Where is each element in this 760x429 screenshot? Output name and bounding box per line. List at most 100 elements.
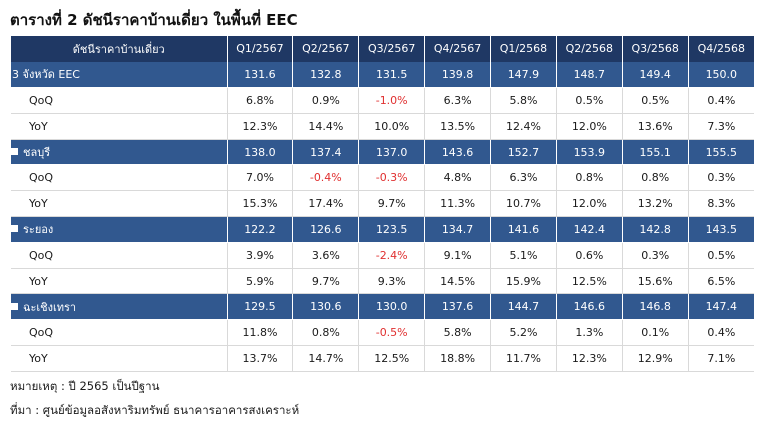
qoq-value: 0.9%	[292, 87, 360, 114]
region-name: ชลบุรี	[23, 146, 51, 160]
yoy-value: 10.7%	[490, 190, 557, 218]
yoy-value: 14.7%	[292, 345, 360, 372]
region-label: 3 จังหวัด EEC	[11, 61, 228, 89]
yoy-row: YoY 5.9% 9.7% 9.3% 14.5% 15.9% 12.5% 15.6% 6.5%	[11, 268, 754, 295]
column-header: Q3/2568	[622, 36, 689, 62]
index-value: 146.6	[556, 293, 623, 321]
index-value: 130.0	[358, 293, 426, 321]
qoq-value: 5.1%	[490, 242, 557, 269]
yoy-value: 10.0%	[358, 113, 426, 140]
index-value: 150.0	[688, 61, 754, 89]
yoy-label: YoY	[11, 268, 228, 295]
column-header: Q3/2567	[358, 36, 426, 62]
index-value: 147.9	[490, 61, 557, 89]
index-value: 144.7	[490, 293, 557, 321]
yoy-value: 13.2%	[622, 190, 689, 218]
qoq-row: QoQ 6.8% 0.9% -1.0% 6.3% 5.8% 0.5% 0.5% 0.4%	[11, 87, 754, 114]
column-header: Q1/2568	[490, 36, 557, 62]
region-label: ระยอง	[11, 216, 228, 243]
yoy-row: YoY 13.7% 14.7% 12.5% 18.8% 11.7% 12.3% 12.9% 7.…	[11, 345, 754, 372]
index-value: 129.5	[227, 293, 294, 321]
index-value: 141.6	[490, 216, 557, 243]
index-value: 130.6	[292, 293, 360, 321]
yoy-value: 12.3%	[227, 113, 294, 140]
yoy-value: 13.6%	[622, 113, 689, 140]
yoy-value: 11.3%	[424, 190, 491, 218]
column-header: Q1/2567	[227, 36, 294, 62]
qoq-value: 0.5%	[622, 87, 689, 114]
qoq-value: 0.5%	[556, 87, 623, 114]
index-value: 146.8	[622, 293, 689, 321]
index-value: 137.6	[424, 293, 491, 321]
index-value: 155.1	[622, 139, 689, 166]
header-label: ดัชนีราคาบ้านเดี่ยว	[11, 36, 228, 62]
qoq-value: -1.0%	[358, 87, 426, 114]
qoq-label: QoQ	[11, 319, 228, 347]
qoq-value: 11.8%	[227, 319, 294, 347]
qoq-value: 4.8%	[424, 164, 491, 192]
index-value: 134.7	[424, 216, 491, 243]
index-value: 123.5	[358, 216, 426, 243]
qoq-value: 7.0%	[227, 164, 294, 192]
yoy-label: YoY	[11, 345, 228, 372]
yoy-value: 15.9%	[490, 268, 557, 295]
qoq-value: -0.5%	[358, 319, 426, 347]
yoy-row: YoY 15.3% 17.4% 9.7% 11.3% 10.7% 12.0% 13.2% 8.3…	[11, 190, 754, 218]
region-label: ชลบุรี	[11, 139, 228, 166]
index-value: 131.5	[358, 61, 426, 89]
region-name: ระยอง	[23, 223, 54, 237]
qoq-value: 0.3%	[688, 164, 754, 192]
qoq-value: 9.1%	[424, 242, 491, 269]
yoy-value: 15.6%	[622, 268, 689, 295]
yoy-label: YoY	[11, 113, 228, 140]
index-value: 139.8	[424, 61, 491, 89]
index-value: 132.8	[292, 61, 360, 89]
qoq-value: 5.8%	[424, 319, 491, 347]
qoq-value: 1.3%	[556, 319, 623, 347]
yoy-row: YoY 12.3% 14.4% 10.0% 13.5% 12.4% 12.0% 13.6% 7.…	[11, 113, 754, 140]
index-value: 153.9	[556, 139, 623, 166]
yoy-value: 12.0%	[556, 113, 623, 140]
square-bullet-icon	[11, 225, 18, 233]
index-value: 148.7	[556, 61, 623, 89]
qoq-value: 0.4%	[688, 319, 754, 347]
region-row: ระยอง 122.2 126.6 123.5 134.7 141.6 142.4 142.8…	[11, 216, 754, 243]
price-index-table: ดัชนีราคาบ้านเดี่ยว Q1/2567 Q2/2567 Q3/2…	[11, 36, 754, 372]
index-value: 147.4	[688, 293, 754, 321]
yoy-value: 12.5%	[358, 345, 426, 372]
qoq-row: QoQ 7.0% -0.4% -0.3% 4.8% 6.3% 0.8% 0.8% 0.3%	[11, 164, 754, 192]
qoq-value: 0.1%	[622, 319, 689, 347]
column-header: Q2/2567	[292, 36, 360, 62]
qoq-label: QoQ	[11, 242, 228, 269]
qoq-label: QoQ	[11, 164, 228, 192]
qoq-value: 0.5%	[688, 242, 754, 269]
qoq-row: QoQ 3.9% 3.6% -2.4% 9.1% 5.1% 0.6% 0.3% 0.5%	[11, 242, 754, 269]
region-row: 3 จังหวัด EEC 131.6 132.8 131.5 139.8 147.9 14…	[11, 61, 754, 89]
column-header: Q4/2568	[688, 36, 754, 62]
qoq-label: QoQ	[11, 87, 228, 114]
yoy-value: 14.4%	[292, 113, 360, 140]
yoy-value: 12.4%	[490, 113, 557, 140]
yoy-value: 7.1%	[688, 345, 754, 372]
yoy-value: 9.7%	[292, 268, 360, 295]
index-value: 137.4	[292, 139, 360, 166]
index-value: 142.8	[622, 216, 689, 243]
index-value: 152.7	[490, 139, 557, 166]
column-header: Q2/2568	[556, 36, 623, 62]
index-value: 142.4	[556, 216, 623, 243]
qoq-value: 6.3%	[424, 87, 491, 114]
yoy-value: 12.3%	[556, 345, 623, 372]
square-bullet-icon	[11, 302, 18, 310]
yoy-value: 17.4%	[292, 190, 360, 218]
qoq-value: -0.4%	[292, 164, 360, 192]
yoy-value: 12.5%	[556, 268, 623, 295]
qoq-value: 0.8%	[622, 164, 689, 192]
yoy-value: 9.3%	[358, 268, 426, 295]
table-title: ตารางที่ 2 ดัชนีราคาบ้านเดี่ยว ในพื้นที่…	[10, 11, 298, 29]
yoy-label: YoY	[11, 190, 228, 218]
region-name: ฉะเชิงเทรา	[23, 300, 77, 314]
yoy-value: 6.5%	[688, 268, 754, 295]
index-value: 131.6	[227, 61, 294, 89]
qoq-value: 3.9%	[227, 242, 294, 269]
qoq-value: 0.6%	[556, 242, 623, 269]
